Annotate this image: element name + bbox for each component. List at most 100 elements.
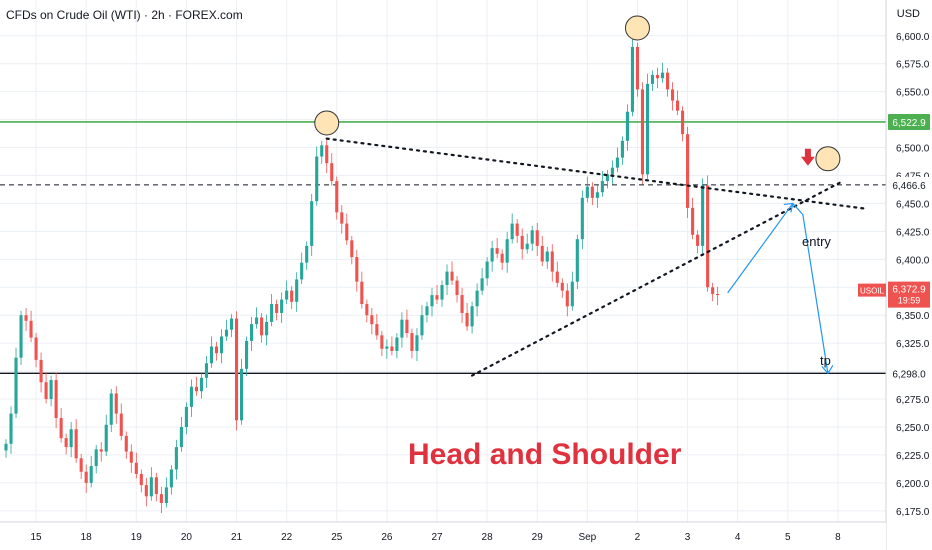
- candle-body: [199, 377, 204, 392]
- candle-body: [4, 443, 8, 451]
- candle-body: [706, 185, 710, 288]
- x-tick-label: 28: [482, 532, 494, 543]
- candle-body: [154, 477, 158, 495]
- candle-body: [455, 280, 459, 296]
- candle-body: [189, 386, 193, 407]
- candle-body: [595, 192, 599, 198]
- pattern-marker: [314, 110, 340, 136]
- candle-body: [89, 466, 93, 483]
- candle-body: [565, 290, 569, 307]
- candle-body: [445, 271, 449, 286]
- candle-body: [74, 429, 78, 459]
- x-tick-label: 4: [735, 532, 741, 543]
- x-tick-label: Sep: [578, 532, 596, 543]
- candle-body: [280, 299, 284, 313]
- candle-body: [670, 89, 675, 101]
- candle-body: [340, 212, 344, 224]
- candle-body: [300, 262, 304, 280]
- candle-body: [525, 243, 529, 250]
- candle-body: [245, 340, 249, 369]
- candle-body: [59, 418, 63, 439]
- candle-body: [34, 337, 38, 360]
- neckline-dotted: [325, 137, 870, 211]
- x-tick-label: 27: [431, 532, 443, 543]
- candle-body: [209, 346, 214, 364]
- chart-grid: [0, 0, 886, 522]
- candle-body: [545, 251, 549, 262]
- currency-label[interactable]: USD: [896, 8, 920, 20]
- candle-body: [69, 429, 73, 448]
- price-axis-background: [886, 0, 932, 550]
- x-tick-label: 18: [81, 532, 93, 543]
- time-axis[interactable]: 15 18 19 20 21 22 25 26 27 28 29 Sep 2 3 4 5 8: [0, 521, 886, 550]
- candle-body: [224, 329, 229, 337]
- candle-body: [29, 320, 33, 338]
- last-price-label: 6,372.9: [892, 285, 926, 296]
- candle-body: [104, 424, 108, 452]
- candle-body: [84, 471, 88, 483]
- candle-body: [515, 223, 519, 236]
- candle-body: [660, 72, 665, 79]
- x-tick-label: 21: [231, 532, 243, 543]
- candle-body: [24, 315, 28, 321]
- candle-body: [214, 346, 219, 354]
- candle-body: [164, 487, 168, 503]
- down-arrow-icon: [800, 148, 815, 166]
- y-tick-label: 6,425.0: [896, 227, 930, 238]
- entry-arrowhead-icon: [783, 202, 794, 213]
- candle-body: [530, 230, 534, 244]
- x-tick-label: 5: [785, 532, 791, 543]
- x-tick-label: 26: [381, 532, 393, 543]
- candle-body: [555, 271, 559, 283]
- candle-body: [495, 248, 499, 254]
- candle-body: [490, 248, 494, 262]
- rising-trendline-dotted: [470, 179, 845, 377]
- candle-body: [580, 197, 584, 240]
- candle-body: [134, 462, 138, 474]
- last-price-badge: [888, 281, 930, 308]
- candle-body: [410, 333, 414, 351]
- x-tick-label: 8: [835, 532, 841, 543]
- resistance-badge-label: 6,522.9: [892, 118, 926, 129]
- candle-body: [560, 282, 564, 291]
- x-tick-label: 25: [331, 532, 343, 543]
- entry-badge: [888, 176, 930, 193]
- candle-body: [570, 281, 574, 307]
- candle-body: [605, 174, 609, 182]
- candle-body: [44, 382, 48, 400]
- candle-body: [500, 253, 504, 263]
- support-badge-label: 6,298.0: [892, 369, 926, 380]
- candle-body: [290, 290, 294, 302]
- candle-body: [681, 110, 685, 135]
- candle-body: [711, 287, 715, 294]
- symbol-badge-label: USOIL: [860, 287, 885, 296]
- candle-body: [320, 145, 324, 157]
- candle-body: [590, 186, 594, 198]
- entry-label: entry: [802, 234, 831, 249]
- resistance-badge: [888, 113, 930, 130]
- y-tick-label: 6,275.0: [896, 395, 930, 406]
- candle-body: [390, 346, 394, 351]
- candle-body: [345, 223, 349, 241]
- candle-body: [540, 245, 544, 262]
- candle-body: [174, 447, 178, 470]
- candle-body: [124, 435, 128, 452]
- candle-body: [415, 335, 419, 351]
- candle-body: [194, 386, 198, 392]
- candle-body: [480, 278, 484, 291]
- entry-badge-label: 6,466.6: [892, 181, 926, 192]
- price-axis[interactable]: 6,175.06,200.06,225.06,250.06,275.06,300…: [858, 0, 932, 550]
- pattern-marker: [815, 146, 841, 172]
- candle-body: [270, 304, 274, 322]
- candle-body: [440, 285, 444, 300]
- pattern-marker: [624, 15, 650, 41]
- candle-body: [360, 281, 364, 305]
- candle-body: [255, 317, 259, 325]
- y-tick-label: 6,400.0: [896, 255, 930, 266]
- projection-path: [727, 202, 829, 374]
- candle-body: [620, 140, 624, 158]
- y-tick-label: 6,550.0: [896, 88, 930, 99]
- candle-body: [450, 271, 454, 281]
- candle-body: [650, 74, 655, 84]
